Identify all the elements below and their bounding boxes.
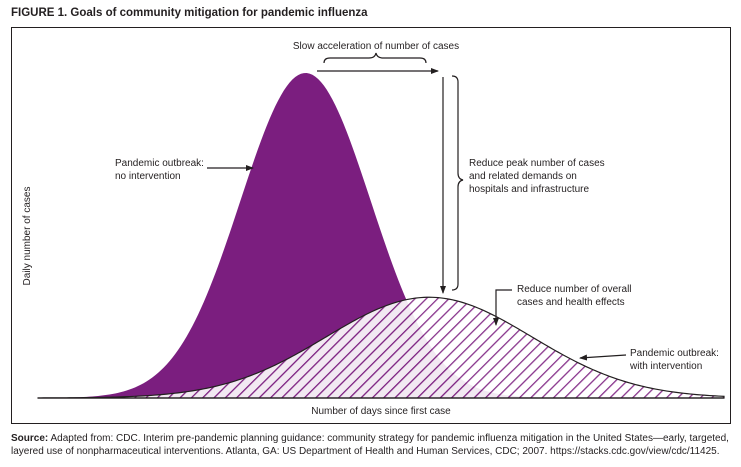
source-text: Adapted from: CDC. Interim pre-pandemic …	[11, 433, 729, 457]
source-label: Source:	[11, 433, 49, 444]
reduce-overall-line1: Reduce number of overall	[517, 284, 632, 295]
series-curve-with-intervention	[37, 296, 725, 399]
annotation-slow-acceleration-text: Slow acceleration of number of cases	[293, 41, 459, 52]
slow-acceleration-brace	[323, 52, 427, 64]
chart-frame	[11, 27, 731, 424]
y-axis-label: Daily number of cases	[22, 187, 33, 286]
annotation-reduce-peak: Reduce peak number of cases and related …	[440, 75, 605, 294]
annotation-no-intervention: Pandemic outbreak: no intervention	[115, 158, 254, 182]
annotation-with-intervention: Pandemic outbreak: with intervention	[579, 348, 719, 372]
source-note: Source: Adapted from: CDC. Interim pre-p…	[11, 432, 736, 458]
annotation-no-intervention-line2: no intervention	[115, 171, 181, 182]
x-axis-label: Number of days since first case	[311, 406, 451, 417]
reduce-peak-brace	[451, 75, 464, 291]
reduce-peak-line1: Reduce peak number of cases	[469, 158, 605, 169]
figure-title: FIGURE 1. Goals of community mitigation …	[11, 7, 368, 19]
annotation-slow-acceleration: Slow acceleration of number of cases	[293, 41, 459, 74]
reduce-overall-arrow	[493, 289, 512, 326]
annotation-with-intervention-line1: Pandemic outbreak:	[630, 348, 719, 359]
annotation-with-intervention-line2: with intervention	[629, 361, 702, 372]
annotation-no-intervention-line1: Pandemic outbreak:	[115, 158, 204, 169]
annotation-with-intervention-arrow	[579, 354, 627, 361]
reduce-overall-line2: cases and health effects	[517, 297, 625, 308]
series-curve-no-intervention	[38, 73, 724, 399]
reduce-peak-line3: hospitals and infrastructure	[469, 184, 590, 195]
annotation-reduce-overall: Reduce number of overall cases and healt…	[493, 284, 632, 326]
reduce-peak-line2: and related demands on	[469, 171, 577, 182]
